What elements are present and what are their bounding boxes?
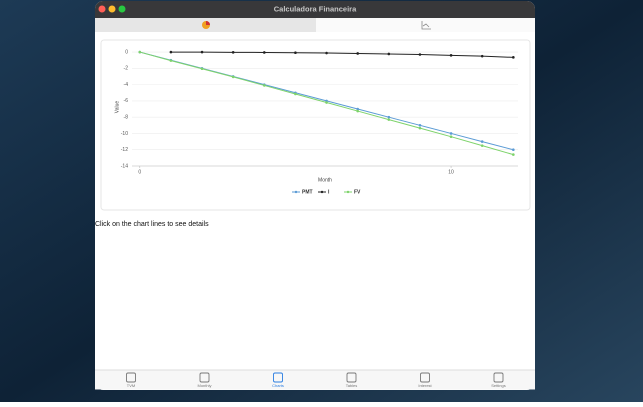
data-point[interactable] bbox=[169, 59, 173, 62]
tab-label[interactable]: TVM bbox=[127, 383, 135, 388]
y-tick-label: -10 bbox=[121, 131, 128, 137]
data-point[interactable] bbox=[356, 52, 359, 55]
data-point[interactable] bbox=[325, 51, 328, 55]
data-point[interactable] bbox=[356, 107, 359, 111]
tab-bar bbox=[95, 370, 535, 390]
data-point[interactable] bbox=[262, 84, 266, 87]
legend-label: FV bbox=[354, 189, 361, 195]
data-point[interactable] bbox=[294, 51, 297, 55]
segment-line[interactable] bbox=[316, 18, 535, 32]
chart: 0 -2 -4 -6 -8 -10 -12 -14 0 10 Month Value PMT I FV bbox=[114, 49, 518, 195]
data-point[interactable] bbox=[138, 50, 142, 54]
data-point[interactable] bbox=[231, 51, 235, 54]
data-point[interactable] bbox=[480, 144, 484, 147]
data-point[interactable] bbox=[262, 51, 266, 54]
tab-icon[interactable] bbox=[346, 372, 357, 383]
data-point[interactable] bbox=[231, 75, 235, 79]
chart-card bbox=[100, 39, 531, 211]
data-point[interactable] bbox=[512, 153, 515, 156]
tab-icon[interactable] bbox=[199, 372, 210, 383]
data-point[interactable] bbox=[200, 67, 204, 71]
tab-label[interactable]: Settings bbox=[491, 383, 505, 388]
data-point[interactable] bbox=[387, 118, 391, 121]
y-tick-label: -6 bbox=[124, 98, 129, 104]
y-tick-label: 0 bbox=[125, 49, 128, 55]
x-tick-label: 0 bbox=[138, 169, 141, 175]
data-point[interactable] bbox=[512, 56, 515, 59]
legend-marker bbox=[294, 190, 298, 194]
tab-label[interactable]: Tables bbox=[346, 383, 358, 388]
x-axis-label: Month bbox=[318, 177, 332, 183]
line-icon bbox=[421, 21, 431, 30]
data-point[interactable] bbox=[200, 50, 204, 54]
y-tick-label: -2 bbox=[124, 66, 129, 72]
data-point[interactable] bbox=[418, 53, 422, 56]
data-point[interactable] bbox=[512, 148, 515, 152]
data-point[interactable] bbox=[449, 132, 453, 135]
series-line[interactable] bbox=[170, 51, 514, 58]
data-point[interactable] bbox=[356, 109, 359, 113]
hint-text: Click on the chart lines to see details bbox=[95, 221, 209, 228]
window-title: Calculadora Financeira bbox=[274, 4, 357, 13]
zoom-button[interactable] bbox=[118, 5, 126, 13]
tab-label[interactable]: Charts bbox=[272, 383, 284, 388]
legend-marker bbox=[320, 190, 324, 194]
tab-icon[interactable] bbox=[493, 372, 504, 383]
y-tick-label: -14 bbox=[121, 163, 128, 169]
data-point[interactable] bbox=[480, 140, 484, 143]
x-tick-label: 10 bbox=[448, 169, 454, 175]
title-bar bbox=[95, 1, 535, 18]
y-axis-label: Value bbox=[114, 101, 120, 114]
data-point[interactable] bbox=[325, 101, 328, 104]
data-point[interactable] bbox=[480, 54, 484, 58]
legend-label: I bbox=[328, 189, 330, 195]
minimize-button[interactable] bbox=[108, 5, 116, 13]
tab-icon[interactable] bbox=[273, 372, 283, 383]
data-point[interactable] bbox=[387, 52, 391, 56]
tab-label[interactable]: Interest bbox=[418, 383, 432, 388]
y-tick-label: -4 bbox=[124, 82, 129, 88]
data-point[interactable] bbox=[449, 135, 453, 139]
data-point[interactable] bbox=[449, 54, 453, 57]
pie-icon-slice bbox=[206, 21, 210, 25]
data-point[interactable] bbox=[418, 124, 422, 127]
close-button[interactable] bbox=[98, 5, 106, 13]
data-point[interactable] bbox=[387, 115, 391, 119]
tab-label[interactable]: Monthly bbox=[197, 383, 211, 388]
tabs: TVM Monthly Charts Tables Interest Settings bbox=[126, 372, 506, 388]
legend-label: PMT bbox=[302, 189, 313, 195]
tab-icon[interactable] bbox=[126, 372, 136, 383]
tab-icon[interactable] bbox=[420, 372, 430, 383]
legend-marker bbox=[346, 190, 350, 194]
data-point[interactable] bbox=[294, 92, 297, 96]
data-point[interactable] bbox=[169, 50, 173, 54]
y-tick-label: -12 bbox=[121, 147, 128, 153]
data-point[interactable] bbox=[418, 126, 422, 130]
y-tick-label: -8 bbox=[124, 115, 129, 121]
